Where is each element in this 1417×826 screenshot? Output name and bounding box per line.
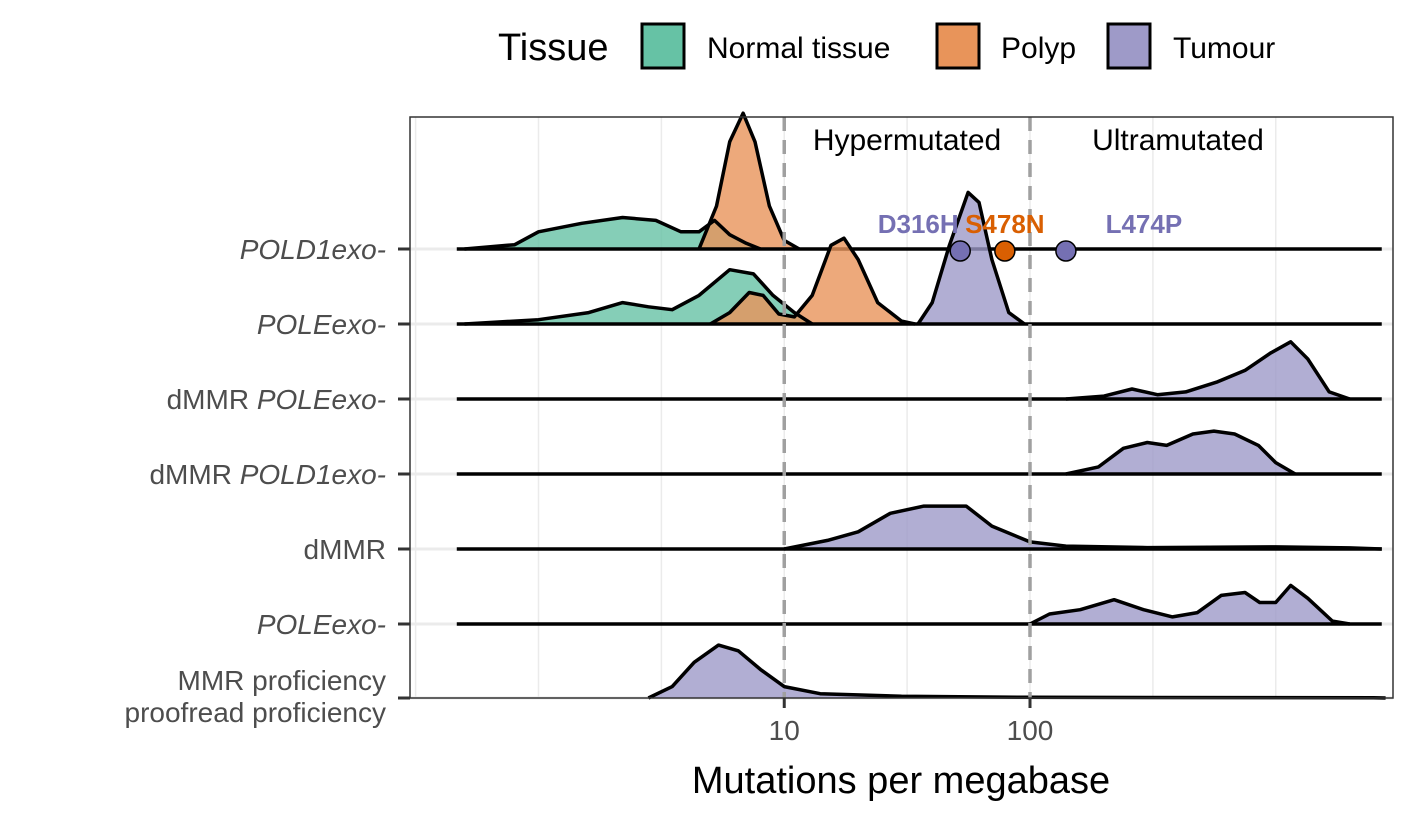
legend-title: Tissue <box>498 27 609 69</box>
mutation-point-d316h <box>949 240 971 262</box>
ridge-row <box>456 504 1382 551</box>
legend-label-polyp: Polyp <box>1001 32 1076 65</box>
x-axis-title: Mutations per megabase <box>692 760 1110 802</box>
density-fill-tumour <box>1065 341 1350 399</box>
region-labels: Hypermutated Ultramutated <box>813 124 1264 157</box>
density-fill-tumour <box>918 192 1025 324</box>
reference-lines <box>782 117 1032 698</box>
density-fill-tumour <box>784 506 1382 549</box>
density-outline-tumour <box>1029 583 1350 626</box>
legend-label-normal-tissue: Normal tissue <box>707 32 890 65</box>
region-label-hypermutated: Hypermutated <box>813 124 1001 157</box>
legend-key-tumour <box>1106 22 1152 70</box>
density-outline-polyp <box>709 236 916 326</box>
region-label-ultramutated: Ultramutated <box>1092 124 1264 157</box>
ridge-row <box>456 583 1382 626</box>
y-tick-label: proofread proficiency <box>125 697 386 728</box>
y-tick-label: MMR proficiency <box>178 665 386 696</box>
density-outline-normal-tissue <box>464 215 762 251</box>
legend-key-polyp <box>935 22 981 70</box>
x-tick-label: 100 <box>1007 715 1054 746</box>
y-axis: POLD1exo- POLEexo-dMMR POLEexo-dMMR POLD1… <box>125 234 410 728</box>
y-tick-label: POLEexo- <box>257 609 386 640</box>
mutation-label-s478n: S478N <box>965 209 1045 239</box>
density-fill-normal-tissue <box>464 217 761 249</box>
x-axis: 10 100 <box>769 698 1054 746</box>
legend: Tissue Normal tissue Polyp Tumour <box>498 22 1275 70</box>
y-tick-label: dMMR POLEexo- <box>167 384 386 415</box>
y-tick-label: POLEexo- <box>257 309 386 340</box>
ridge-row <box>456 340 1382 401</box>
mutation-label-l474p: L474P <box>1106 209 1183 239</box>
density-outline-tumour <box>1065 340 1351 401</box>
density-fill-tumour <box>648 645 1386 698</box>
density-outline-normal-tissue <box>464 267 814 326</box>
density-outline-tumour <box>783 504 1382 551</box>
density-fill-polyp <box>699 113 800 249</box>
density-fill-normal-tissue <box>464 269 813 324</box>
density-outline-polyp <box>697 111 801 251</box>
density-outline-tumour <box>916 190 1026 326</box>
density-ridges <box>456 111 1386 700</box>
x-tick-label: 10 <box>769 715 800 746</box>
legend-key-normal-tissue <box>640 22 686 70</box>
legend-label-tumour: Tumour <box>1173 32 1275 65</box>
density-fill-tumour <box>1065 431 1296 474</box>
ridge-row <box>456 111 1382 251</box>
ridge-row <box>456 190 1382 326</box>
density-fill-tumour <box>1030 585 1350 624</box>
plot-panel-border <box>409 116 1394 699</box>
y-tick-label: dMMR POLD1exo- <box>149 459 386 490</box>
y-tick-label: POLD1exo- <box>240 234 386 265</box>
mutation-label-d316h: D316H <box>878 209 959 239</box>
density-outline-tumour <box>1065 429 1297 476</box>
ridge-row <box>456 429 1382 476</box>
density-fill-polyp <box>710 238 915 324</box>
mutation-point-l474p <box>1055 240 1077 262</box>
mutation-point-s478n <box>994 240 1016 262</box>
mutation-markers: D316H S478N L474P <box>878 209 1183 262</box>
y-tick-label: dMMR <box>304 534 386 565</box>
